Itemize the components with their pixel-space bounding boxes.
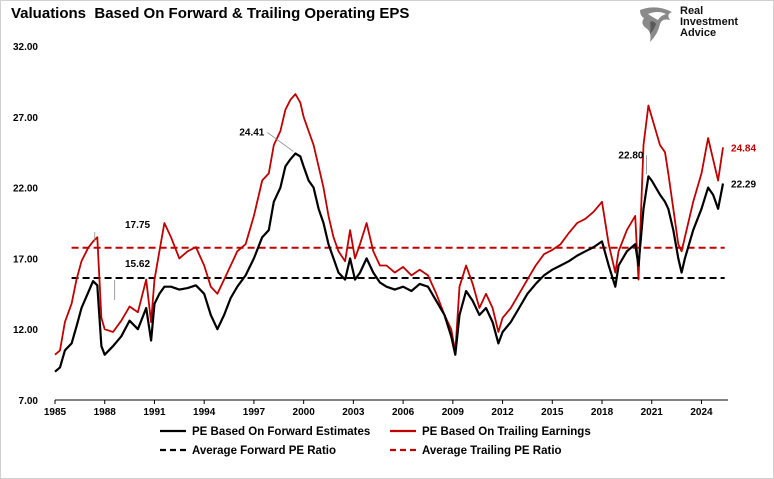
data-label: 22.80 [618,150,643,161]
axes: 7.00 12.00 17.00 22.00 27.00 32.00 1985 1988 199… [13,42,728,418]
y-tick-label: 27.00 [13,113,38,124]
x-tick-label: 1994 [193,407,216,418]
annotations: 24.41 22.80 17.75 15.62 24.84 22.29 [94,127,756,300]
x-tick-label: 2015 [541,407,564,418]
x-tick-label: 1997 [243,407,266,418]
chart-title: Valuations Based On Forward & Trailing O… [11,5,410,22]
x-tick-label: 1985 [44,407,67,418]
x-tick-label: 2024 [690,407,713,418]
brand-line-1: Real [680,5,704,17]
data-label: 22.29 [731,179,756,190]
y-tick-label: 17.00 [13,254,38,265]
brand-logo: Real Investment Advice [636,4,766,48]
data-label: 15.62 [125,259,150,270]
series-line-1 [54,93,724,356]
x-tick-label: 2003 [342,407,365,418]
y-tick-label: 12.00 [13,325,38,336]
x-tick-label: 2018 [591,407,614,418]
brand-line-2: Investment [680,16,739,28]
data-label: 17.75 [125,220,150,231]
x-tick-label: 2012 [491,407,514,418]
y-tick-label: 32.00 [13,42,38,53]
x-tick-label: 2021 [641,407,664,418]
series-line-0 [54,152,725,373]
x-tick-label: 1988 [94,407,117,418]
x-tick-label: 1991 [143,407,166,418]
annotation-leader [267,132,294,152]
y-tick-label: 7.00 [19,396,39,407]
eagle-head-icon [640,7,672,42]
x-tick-label: 2000 [293,407,316,418]
x-tick-label: 2009 [442,407,465,418]
legend-label: PE Based On Forward Estimates [192,426,370,438]
brand-name: Real Investment Advice [680,6,738,39]
data-label: 24.84 [731,143,756,154]
legend-label: PE Based On Trailing Earnings [422,426,591,438]
data-label: 24.41 [239,127,264,138]
legend: PE Based On Forward Estimates PE Based On… [160,426,591,457]
brand-line-3: Advice [680,27,717,39]
legend-label: Average Trailing PE Ratio [422,445,562,457]
y-tick-label: 22.00 [13,184,38,195]
legend-label: Average Forward PE Ratio [192,445,336,457]
series-lines [54,93,725,373]
x-tick-label: 2006 [392,407,415,418]
